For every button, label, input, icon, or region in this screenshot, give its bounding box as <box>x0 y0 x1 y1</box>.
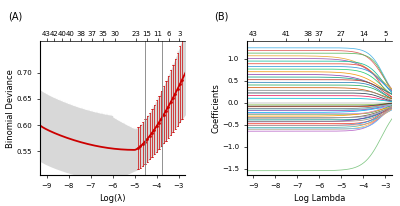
Point <box>151 128 158 131</box>
Point <box>158 117 164 120</box>
Text: (A): (A) <box>8 12 22 22</box>
X-axis label: Log(λ): Log(λ) <box>100 194 126 203</box>
Point <box>167 101 174 104</box>
Point <box>144 137 150 140</box>
Point <box>156 121 162 124</box>
Point <box>174 88 181 91</box>
Point <box>179 78 185 81</box>
Point <box>142 140 148 143</box>
X-axis label: Log Lambda: Log Lambda <box>294 194 345 203</box>
Y-axis label: Coefficients: Coefficients <box>211 83 220 133</box>
Point <box>146 134 153 138</box>
Point <box>149 131 155 135</box>
Point <box>140 143 146 146</box>
Y-axis label: Binomial Deviance: Binomial Deviance <box>6 69 15 147</box>
Point <box>177 83 183 86</box>
Point <box>137 145 144 148</box>
Text: (B): (B) <box>214 12 229 22</box>
Point <box>165 105 172 108</box>
Point <box>135 146 141 150</box>
Point <box>170 96 176 100</box>
Point <box>154 124 160 128</box>
Point <box>160 113 167 117</box>
Point <box>163 109 169 112</box>
Point <box>172 92 178 95</box>
